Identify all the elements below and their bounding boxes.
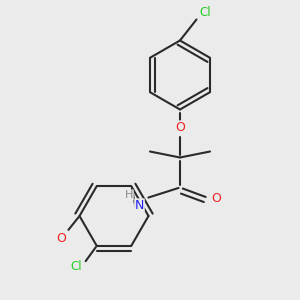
Text: Cl: Cl	[200, 5, 211, 19]
Text: O: O	[211, 191, 221, 205]
Text: N: N	[135, 199, 144, 212]
Text: O: O	[175, 121, 185, 134]
Text: Cl: Cl	[70, 260, 82, 273]
Text: O: O	[57, 232, 66, 245]
Text: H: H	[125, 190, 133, 200]
